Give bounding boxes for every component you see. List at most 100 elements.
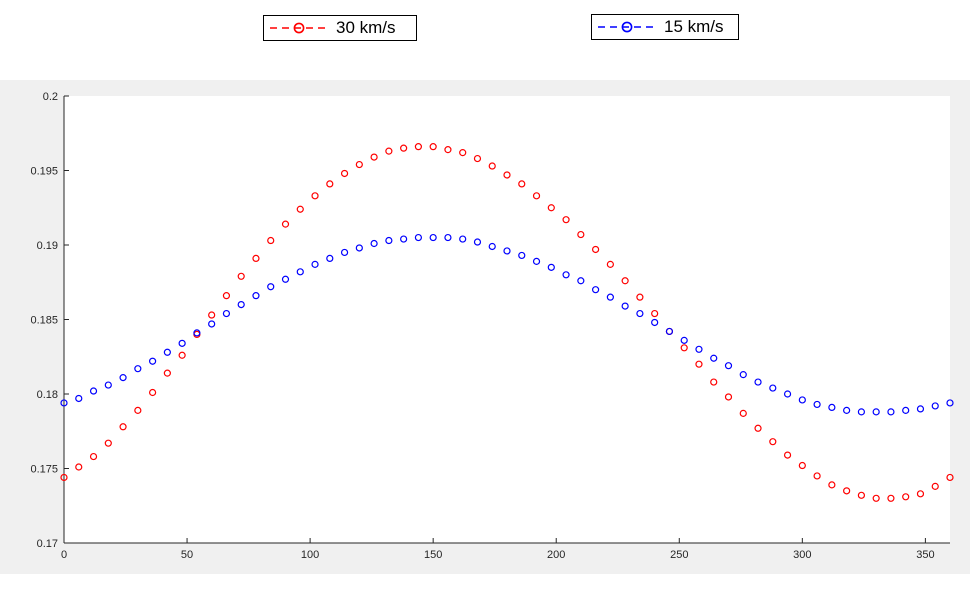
data-point <box>518 180 526 188</box>
data-point <box>311 192 319 200</box>
data-point <box>414 143 422 151</box>
data-point <box>252 292 260 300</box>
data-point <box>887 494 895 502</box>
data-point <box>429 233 437 242</box>
data-point <box>503 247 511 255</box>
data-point <box>444 146 452 154</box>
series-1 <box>60 233 954 416</box>
data-point <box>385 236 393 245</box>
data-point <box>695 345 703 353</box>
data-point <box>843 487 851 495</box>
data-point <box>119 374 127 382</box>
x-tick-label: 300 <box>793 549 811 561</box>
data-points <box>60 143 954 502</box>
data-point <box>695 360 703 368</box>
data-point <box>222 309 231 318</box>
data-point <box>606 260 614 268</box>
data-point <box>459 149 467 157</box>
data-point <box>739 409 747 417</box>
data-point <box>89 452 98 461</box>
data-point <box>237 272 245 280</box>
data-point <box>931 482 939 490</box>
data-point <box>60 399 68 407</box>
y-tick-label: 0.17 <box>37 538 58 550</box>
data-point <box>267 283 275 291</box>
data-point <box>237 301 245 309</box>
data-point <box>163 348 171 356</box>
data-point <box>547 204 555 212</box>
data-point <box>281 220 290 228</box>
data-point <box>828 481 836 489</box>
data-point <box>326 254 334 263</box>
data-point <box>60 473 68 482</box>
legend-label-30kms: 30 km/s <box>336 18 396 37</box>
data-point <box>828 403 836 412</box>
data-point <box>193 329 201 337</box>
data-point <box>370 239 378 248</box>
data-point <box>813 400 821 409</box>
data-point <box>798 461 806 470</box>
data-point <box>680 344 688 352</box>
data-point <box>281 275 290 283</box>
data-point <box>651 309 659 318</box>
data-point <box>400 235 408 243</box>
data-point <box>636 293 644 301</box>
data-point <box>134 365 142 373</box>
data-point <box>887 408 895 416</box>
data-point <box>149 357 157 365</box>
data-point <box>724 393 733 401</box>
data-point <box>75 463 83 471</box>
data-point <box>89 387 98 395</box>
data-point <box>503 171 511 179</box>
data-point <box>518 251 526 260</box>
data-point <box>252 254 260 263</box>
data-point <box>621 302 629 310</box>
data-point <box>783 390 792 398</box>
data-point <box>149 388 157 397</box>
legend-entry-15kms: 15 km/s <box>591 14 739 40</box>
data-point <box>783 451 792 459</box>
data-point <box>710 354 718 362</box>
data-point <box>429 143 437 151</box>
data-point <box>488 242 496 251</box>
data-point <box>739 371 747 379</box>
x-tick-label: 50 <box>181 549 193 561</box>
data-point <box>577 230 585 239</box>
x-tick-label: 200 <box>547 549 565 561</box>
y-tick-label: 0.19 <box>37 240 58 252</box>
data-point <box>946 399 954 407</box>
y-tick-label: 0.18 <box>37 389 58 401</box>
data-point <box>651 318 659 327</box>
y-tick-label: 0.2 <box>43 91 58 103</box>
data-point <box>710 378 718 386</box>
data-point <box>311 260 319 268</box>
data-point <box>208 311 216 319</box>
axes <box>63 96 950 544</box>
data-point <box>769 438 777 446</box>
data-point <box>400 144 408 152</box>
data-point <box>355 244 363 252</box>
data-point <box>621 277 629 285</box>
data-point <box>724 362 733 370</box>
data-point <box>916 490 925 498</box>
ticks: 0 50 100 150 200 250 300 350 0.17 0.175 0.18 0.185 0… <box>30 91 934 561</box>
legend-marker-red-icon <box>270 22 328 34</box>
data-point <box>665 327 674 336</box>
x-tick-label: 350 <box>916 549 934 561</box>
data-point <box>754 424 762 432</box>
data-point <box>591 245 600 254</box>
x-tick-label: 150 <box>424 549 442 561</box>
data-point <box>591 286 600 294</box>
legend-label-15kms: 15 km/s <box>664 17 724 36</box>
data-point <box>104 439 112 447</box>
data-point <box>547 263 555 271</box>
data-point <box>459 235 467 243</box>
x-tick-label: 100 <box>301 549 319 561</box>
data-point <box>370 153 378 161</box>
data-point <box>222 292 231 300</box>
data-point <box>902 406 910 414</box>
data-point <box>326 180 334 188</box>
plot-area <box>64 96 950 543</box>
data-point <box>208 320 216 328</box>
